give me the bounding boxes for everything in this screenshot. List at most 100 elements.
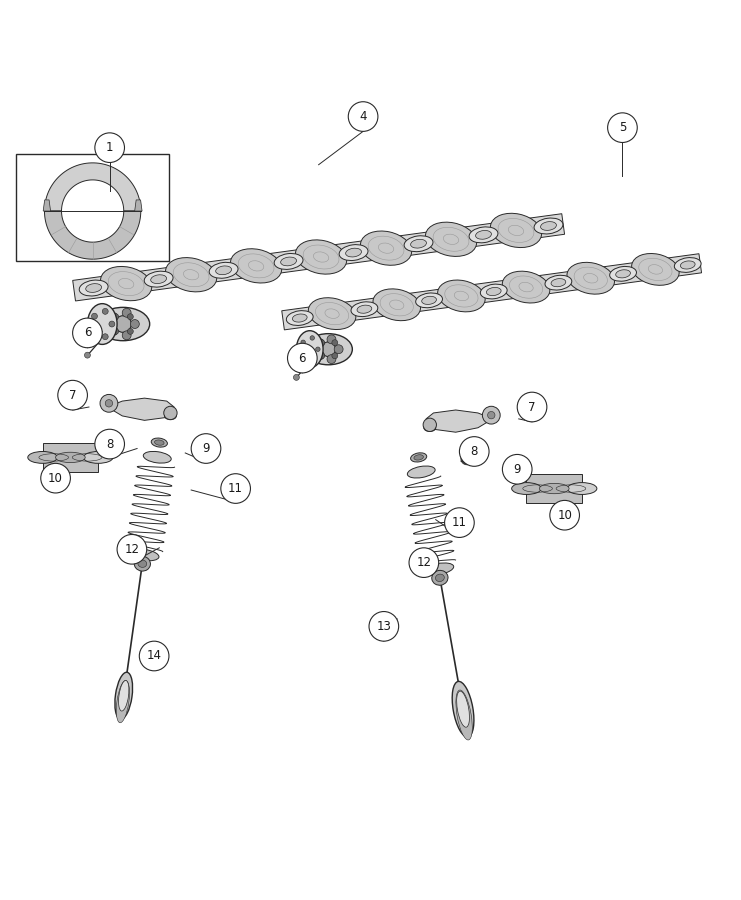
Ellipse shape — [119, 680, 129, 711]
Ellipse shape — [424, 424, 436, 431]
Ellipse shape — [84, 452, 113, 464]
Ellipse shape — [165, 257, 216, 292]
Text: 8: 8 — [471, 445, 478, 458]
Text: 7: 7 — [69, 389, 76, 401]
Ellipse shape — [411, 239, 427, 248]
Polygon shape — [135, 200, 142, 211]
Polygon shape — [73, 213, 565, 301]
Ellipse shape — [87, 303, 117, 345]
Circle shape — [91, 328, 97, 335]
Ellipse shape — [116, 680, 130, 723]
Ellipse shape — [86, 284, 102, 292]
Polygon shape — [107, 398, 174, 420]
Ellipse shape — [423, 563, 453, 575]
Circle shape — [608, 112, 637, 142]
Circle shape — [191, 434, 221, 464]
Circle shape — [409, 548, 439, 578]
Bar — [16, 154, 169, 261]
Circle shape — [95, 429, 124, 459]
Ellipse shape — [567, 482, 597, 494]
Ellipse shape — [209, 262, 238, 278]
Ellipse shape — [539, 483, 569, 494]
Circle shape — [319, 353, 325, 359]
Ellipse shape — [631, 254, 679, 285]
Circle shape — [319, 339, 325, 346]
Ellipse shape — [274, 254, 303, 269]
Circle shape — [310, 336, 314, 340]
Circle shape — [41, 464, 70, 493]
Circle shape — [91, 313, 97, 320]
Circle shape — [288, 343, 317, 373]
Circle shape — [164, 406, 177, 419]
Polygon shape — [43, 200, 50, 211]
Circle shape — [348, 102, 378, 131]
Ellipse shape — [414, 454, 423, 460]
Ellipse shape — [408, 466, 435, 478]
Text: 10: 10 — [48, 472, 63, 485]
Ellipse shape — [308, 298, 356, 329]
Circle shape — [423, 418, 436, 431]
Ellipse shape — [144, 271, 173, 287]
Ellipse shape — [360, 231, 412, 266]
Ellipse shape — [551, 279, 566, 287]
Ellipse shape — [545, 275, 572, 290]
Polygon shape — [44, 163, 141, 211]
Ellipse shape — [150, 274, 167, 284]
Circle shape — [459, 436, 489, 466]
Ellipse shape — [115, 672, 133, 719]
Text: 11: 11 — [452, 516, 467, 529]
Ellipse shape — [373, 289, 420, 320]
Ellipse shape — [438, 280, 485, 311]
Ellipse shape — [296, 240, 347, 274]
Text: 10: 10 — [557, 508, 572, 522]
Ellipse shape — [304, 334, 352, 364]
Text: 14: 14 — [147, 650, 162, 662]
Circle shape — [461, 453, 473, 464]
Ellipse shape — [404, 236, 433, 252]
Circle shape — [517, 392, 547, 422]
Text: 5: 5 — [619, 122, 626, 134]
Ellipse shape — [286, 310, 313, 326]
Circle shape — [113, 328, 119, 334]
Polygon shape — [426, 410, 493, 432]
Circle shape — [316, 351, 325, 360]
Ellipse shape — [610, 266, 637, 281]
Ellipse shape — [79, 280, 108, 296]
Circle shape — [293, 374, 299, 381]
Circle shape — [502, 454, 532, 484]
Ellipse shape — [165, 412, 176, 419]
Circle shape — [327, 355, 336, 364]
Ellipse shape — [567, 262, 614, 294]
Circle shape — [100, 394, 118, 412]
Ellipse shape — [476, 230, 491, 239]
Ellipse shape — [296, 330, 323, 368]
Ellipse shape — [134, 556, 150, 572]
Circle shape — [127, 314, 133, 319]
Circle shape — [113, 314, 119, 319]
Ellipse shape — [456, 690, 472, 740]
Ellipse shape — [502, 271, 550, 303]
Ellipse shape — [616, 270, 631, 278]
Circle shape — [122, 331, 131, 340]
Ellipse shape — [534, 218, 563, 234]
Circle shape — [95, 133, 124, 163]
Text: 11: 11 — [228, 482, 243, 495]
Ellipse shape — [486, 287, 501, 295]
Circle shape — [482, 406, 500, 424]
Circle shape — [327, 335, 336, 344]
Circle shape — [550, 500, 579, 530]
Ellipse shape — [155, 440, 164, 445]
Circle shape — [301, 354, 305, 358]
Text: 9: 9 — [514, 463, 521, 476]
Ellipse shape — [411, 453, 427, 462]
Ellipse shape — [100, 310, 146, 338]
Circle shape — [369, 611, 399, 641]
Ellipse shape — [281, 257, 296, 266]
Circle shape — [310, 358, 314, 363]
Text: 9: 9 — [202, 442, 210, 455]
Ellipse shape — [452, 681, 474, 737]
Ellipse shape — [56, 452, 85, 463]
Circle shape — [127, 328, 133, 334]
Ellipse shape — [143, 452, 171, 464]
Ellipse shape — [511, 482, 541, 494]
